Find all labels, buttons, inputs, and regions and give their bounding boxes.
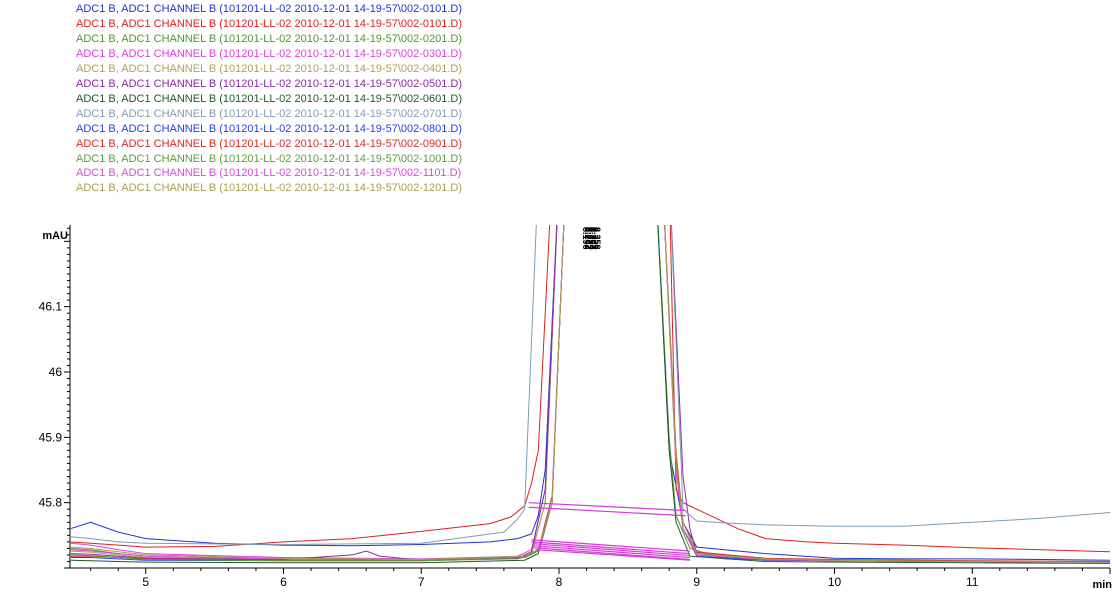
legend-entry: ADC1 B, ADC1 CHANNEL B (101201-LL-02 201… [76, 3, 463, 15]
peak-label: 8.196 [581, 227, 591, 250]
x-tick-label: 6 [280, 575, 287, 589]
x-tick-label: 8 [556, 575, 563, 589]
series-line-1 [71, 225, 1110, 561]
legend-entry: ADC1 B, ADC1 CHANNEL B (101201-LL-02 201… [76, 62, 463, 75]
legend-entry: ADC1 B, ADC1 CHANNEL B (101201-LL-02 201… [76, 32, 463, 45]
x-tick-label: 5 [142, 575, 149, 589]
baseline-marker [528, 502, 686, 512]
y-tick-label: 45.8 [39, 496, 63, 510]
legend-entry: ADC1 B, ADC1 CHANNEL B (101201-LL-02 201… [76, 107, 463, 120]
baseline-marker [528, 506, 686, 517]
legend-entry: ADC1 B, ADC1 CHANNEL B (101201-LL-02 201… [76, 17, 463, 30]
legend-entry: ADC1 B, ADC1 CHANNEL B (101201-LL-02 201… [76, 137, 463, 150]
series-line-13 [71, 225, 1110, 563]
legend-entry: ADC1 B, ADC1 CHANNEL B (101201-LL-02 201… [76, 77, 463, 90]
peak-label: 8.303 [588, 227, 598, 250]
peak-label: 8.203 [583, 227, 593, 250]
y-tick-label: 46.1 [39, 300, 63, 314]
plot-area [71, 225, 1110, 564]
x-tick-label: 10 [828, 575, 842, 589]
baseline-marker [535, 549, 690, 561]
peak-label: 8.358 [592, 227, 602, 250]
x-tick-label: 9 [693, 575, 700, 589]
legend-entry: ADC1 B, ADC1 CHANNEL B (101201-LL-02 201… [76, 47, 463, 60]
baseline-marker [531, 539, 690, 552]
series-line-2 [71, 225, 1110, 553]
legend-entry: ADC1 B, ADC1 CHANNEL B (101201-LL-02 201… [76, 182, 463, 195]
baseline-marker [534, 543, 690, 557]
baseline-marker [531, 541, 690, 555]
y-axis-title: mAU [42, 230, 68, 242]
peak-label: 8.227 [585, 227, 595, 250]
baseline-marker [534, 545, 690, 559]
peak-label: 8.329 [590, 227, 600, 250]
chart-legend: ADC1 B, ADC1 CHANNEL B (101201-LL-02 201… [76, 2, 462, 196]
legend-entry: ADC1 B, ADC1 CHANNEL B (101201-LL-02 201… [76, 167, 462, 180]
x-axis-title: min [1092, 579, 1112, 591]
y-tick-label: 45.9 [39, 430, 63, 444]
legend-entry: ADC1 B, ADC1 CHANNEL B (101201-LL-02 201… [76, 152, 463, 165]
x-tick-label: 11 [966, 575, 979, 589]
x-tick-label: 7 [418, 575, 425, 589]
y-tick-label: 46 [49, 365, 63, 379]
baseline-marker [534, 547, 690, 561]
legend-entry: ADC1 B, ADC1 CHANNEL B (101201-LL-02 201… [76, 92, 463, 105]
peak-label: 8.274 [586, 227, 596, 250]
series-line-8 [71, 225, 1110, 546]
legend-entry: ADC1 B, ADC1 CHANNEL B (101201-LL-02 201… [76, 122, 463, 135]
